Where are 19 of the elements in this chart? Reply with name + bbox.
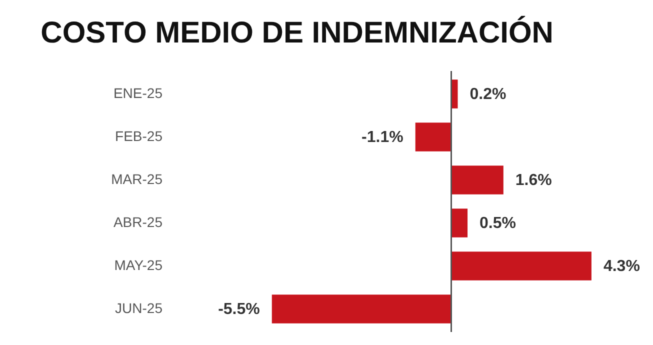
chart-title: COSTO MEDIO DE INDEMNIZACIÓN — [40, 15, 554, 50]
data-label: 4.3% — [603, 258, 640, 275]
data-label: 1.6% — [515, 172, 552, 189]
bar — [451, 80, 458, 108]
bar — [272, 294, 452, 324]
data-label: -5.5% — [218, 300, 260, 318]
y-tick-label: JUN-25 — [115, 300, 163, 316]
y-tick-label: ENE-25 — [113, 85, 163, 102]
data-label: 0.5% — [480, 215, 516, 232]
y-tick-label: MAY-25 — [114, 257, 163, 273]
y-tick-label: FEB-25 — [115, 128, 163, 144]
bar — [415, 122, 452, 152]
y-tick-label: MAR-25 — [111, 171, 163, 187]
data-label: -1.1% — [362, 129, 404, 146]
y-tick-label: ABR-25 — [113, 214, 163, 230]
bar — [451, 166, 504, 194]
data-label: 0.2% — [470, 86, 506, 104]
bar — [451, 208, 468, 238]
bar — [451, 252, 592, 280]
